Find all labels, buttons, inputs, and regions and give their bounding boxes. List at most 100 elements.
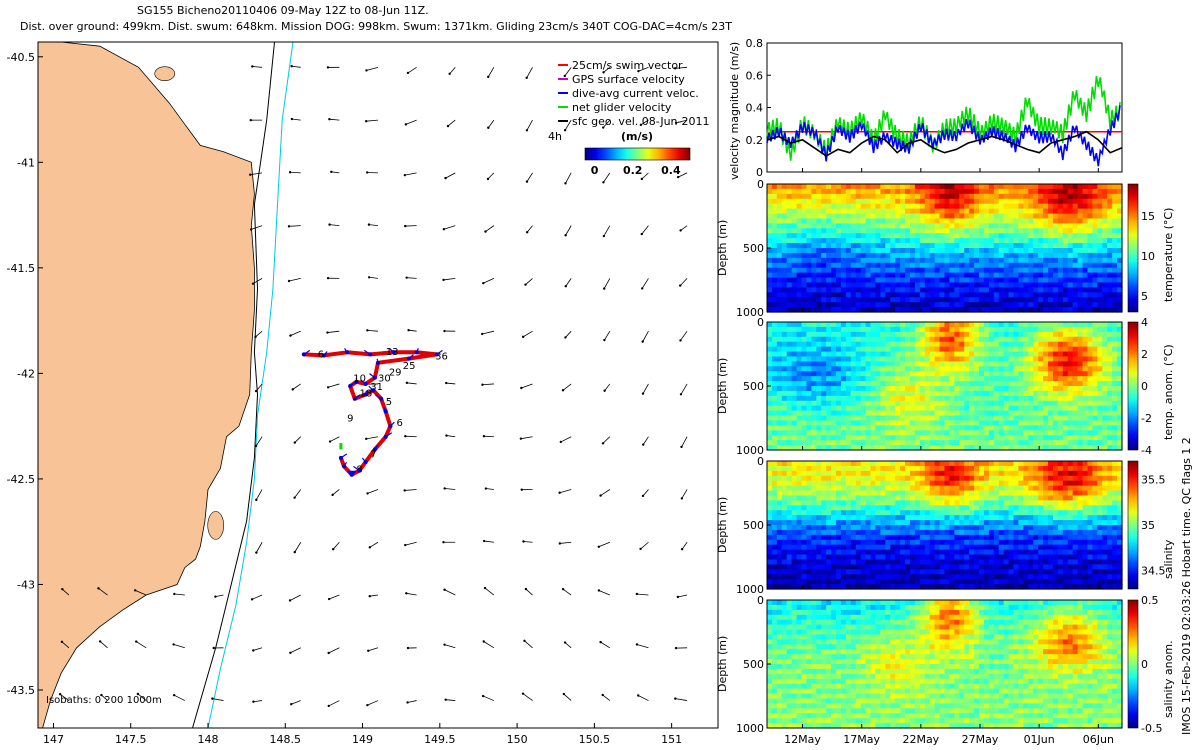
section-cell — [979, 277, 985, 284]
section-cell — [880, 490, 886, 497]
section-cell — [909, 302, 916, 308]
section-cell — [791, 366, 798, 372]
section-cell — [934, 252, 941, 259]
section-cell — [811, 351, 817, 358]
section-cell — [831, 302, 837, 308]
vector-head — [482, 640, 485, 643]
section-cell — [1097, 331, 1103, 338]
section-cell — [826, 376, 832, 382]
section-cell — [840, 272, 847, 279]
section-cell — [831, 395, 837, 402]
section-cell — [791, 356, 798, 362]
section-cell — [860, 579, 867, 585]
section-cell — [1087, 430, 1094, 436]
section-cell — [1102, 238, 1108, 244]
section-cell — [1023, 386, 1029, 392]
section-cell — [806, 490, 812, 497]
section-cell — [944, 218, 951, 224]
section-cell — [1057, 184, 1064, 190]
section-cell — [895, 395, 901, 402]
section-cell — [1062, 248, 1069, 254]
section-cell — [826, 228, 832, 234]
section-cell — [1023, 233, 1029, 239]
section-cell — [964, 326, 970, 333]
section-cell — [791, 272, 798, 279]
section-cell — [1097, 203, 1103, 210]
section-cell — [831, 346, 837, 353]
section-cell — [875, 549, 881, 556]
section-cell — [979, 430, 985, 436]
section-cell — [791, 544, 798, 551]
section-cell — [1028, 445, 1034, 451]
section-cell — [776, 203, 783, 210]
section-cell — [1008, 292, 1015, 298]
vector-arrow — [253, 647, 263, 651]
section-cell — [954, 243, 960, 249]
section-cell — [836, 336, 842, 343]
section-cell — [880, 356, 886, 362]
section-cell — [1117, 277, 1123, 284]
section-cell — [983, 267, 990, 274]
section-cell — [831, 415, 837, 422]
section-cell — [890, 361, 896, 367]
section-cell — [771, 505, 778, 511]
section-cell — [1008, 218, 1015, 224]
vector-arrow — [642, 436, 649, 445]
section-cell — [870, 223, 877, 229]
vector-head — [641, 340, 644, 343]
section-cell — [974, 307, 980, 313]
section-cell — [796, 529, 803, 536]
section-cell — [929, 243, 936, 249]
section-cell — [865, 267, 872, 274]
section-cell — [924, 238, 931, 244]
vector-arrow — [487, 67, 495, 78]
section-cell — [860, 361, 867, 367]
section-cell — [1112, 277, 1118, 284]
section-cell — [1087, 445, 1094, 451]
section-cell — [909, 307, 916, 313]
section-cell — [811, 297, 817, 303]
vector-arrow — [407, 700, 417, 703]
section-cell — [875, 495, 881, 501]
section-cell — [895, 361, 901, 367]
section-cell — [900, 193, 906, 200]
colorbar-tick-label: 0.4 — [661, 164, 681, 177]
section-cell — [964, 252, 970, 259]
section-cell — [900, 203, 906, 210]
section-cell — [831, 208, 837, 215]
section-cell — [786, 490, 793, 497]
section-cell — [875, 579, 881, 585]
section-cell — [811, 490, 817, 497]
vector-arrow — [367, 489, 379, 494]
section-cell — [776, 277, 783, 284]
section-cell — [1038, 336, 1044, 343]
section-cell — [949, 267, 955, 274]
section-cell — [900, 208, 906, 215]
section-cell — [998, 440, 1005, 446]
section-cell — [767, 218, 773, 224]
section-cell — [974, 445, 980, 451]
vector-arrow — [331, 171, 340, 174]
section-cell — [786, 297, 793, 303]
section-cell — [944, 262, 951, 269]
section-cell — [1102, 430, 1108, 436]
section-cell — [781, 470, 788, 477]
section-cell — [826, 243, 832, 249]
section-cell — [821, 208, 827, 215]
section-cell — [954, 405, 960, 412]
section-cell — [1003, 184, 1010, 190]
section-cell — [845, 529, 852, 536]
section-cell — [890, 435, 896, 441]
section-cell — [880, 262, 886, 269]
section-cell — [934, 184, 941, 190]
section-cell — [771, 465, 778, 472]
section-cell — [1038, 420, 1044, 426]
section-cell — [1003, 272, 1010, 279]
velocity-series-geo — [766, 130, 1123, 157]
section-cell — [806, 569, 812, 575]
section-cell — [880, 307, 886, 313]
section-cell — [939, 307, 946, 313]
section-cell — [796, 238, 803, 244]
section-cell — [1082, 203, 1089, 210]
section-cell — [929, 262, 936, 269]
